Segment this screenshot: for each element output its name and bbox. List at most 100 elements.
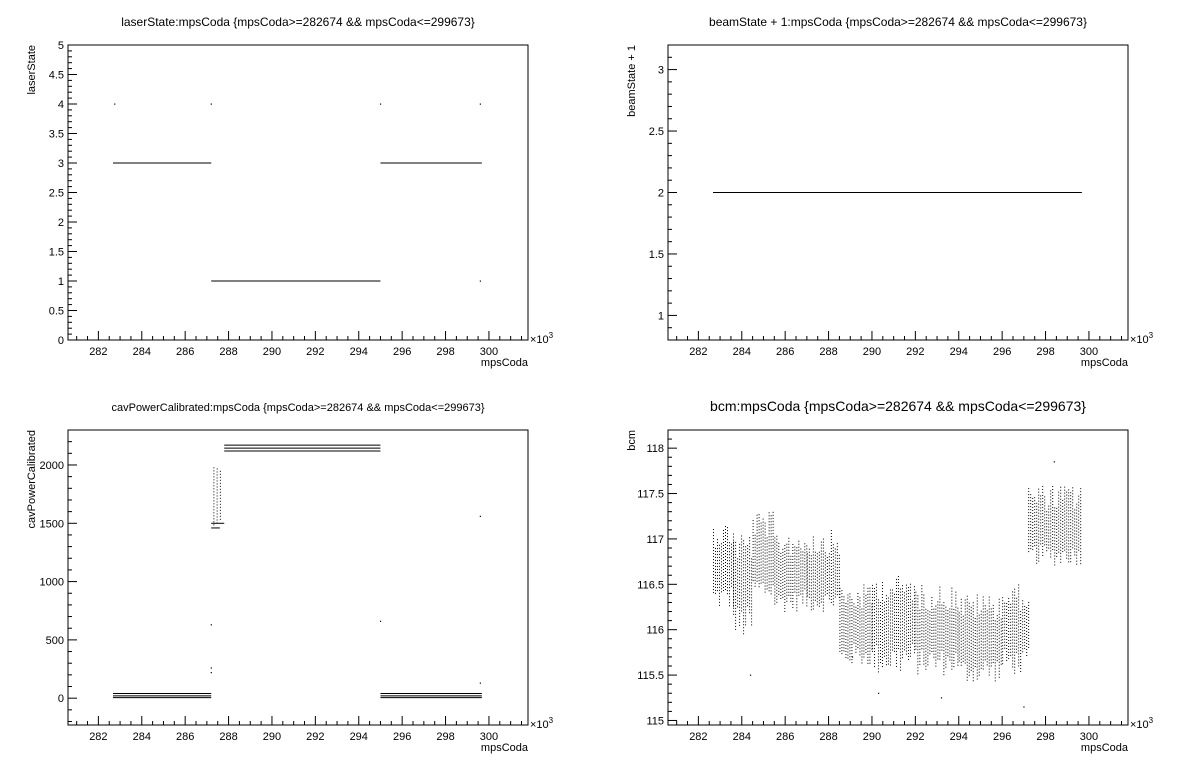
data-point (818, 605, 820, 607)
data-point (810, 597, 812, 599)
data-point (1066, 491, 1068, 493)
data-point (1070, 525, 1072, 527)
data-point (865, 612, 867, 614)
data-point (1050, 553, 1052, 555)
data-point (1068, 525, 1070, 527)
data-point (1070, 543, 1072, 545)
data-point (883, 622, 885, 624)
data-point (1076, 539, 1078, 541)
data-point (945, 615, 947, 617)
data-point (845, 629, 847, 631)
data-point (935, 626, 937, 628)
data-point (762, 539, 764, 541)
data-point (895, 578, 897, 580)
data-point (917, 670, 919, 672)
data-point (923, 633, 925, 635)
data-point (758, 526, 760, 528)
data-point (1046, 550, 1048, 552)
data-point (976, 678, 978, 680)
data-point (951, 650, 953, 652)
data-point (935, 611, 937, 613)
data-point (810, 585, 812, 587)
data-point (725, 580, 727, 582)
data-point (1000, 624, 1002, 626)
data-point (1028, 628, 1030, 630)
data-point (962, 627, 964, 629)
data-point (1052, 534, 1054, 536)
data-point (1002, 627, 1004, 629)
data-point (1050, 532, 1052, 534)
data-point (978, 644, 980, 646)
data-point (1072, 502, 1074, 504)
data-point (812, 581, 814, 583)
data-point (762, 578, 764, 580)
data-point (885, 634, 887, 636)
data-point (806, 584, 808, 586)
data-point (841, 653, 843, 655)
data-point (735, 610, 737, 612)
data-point (766, 567, 768, 569)
data-point (941, 637, 943, 639)
data-point (893, 641, 895, 643)
data-point (796, 553, 798, 555)
data-point (818, 590, 820, 592)
data-point (751, 615, 753, 617)
data-point (820, 550, 822, 552)
data-point (1010, 654, 1012, 656)
data-point (923, 627, 925, 629)
data-point (816, 598, 818, 600)
data-point (905, 653, 907, 655)
data-point (1028, 631, 1030, 633)
data-point (749, 606, 751, 608)
data-point (990, 623, 992, 625)
data-point (782, 596, 784, 598)
x-tick-label: 298 (1036, 346, 1054, 358)
data-point (968, 662, 970, 664)
data-point (935, 635, 937, 637)
data-point (1066, 518, 1068, 520)
data-point (849, 626, 851, 628)
data-point (841, 599, 843, 601)
x-multiplier-exp: 3 (549, 331, 554, 340)
data-point (782, 593, 784, 595)
data-point (843, 650, 845, 652)
data-point (719, 565, 721, 567)
data-point (213, 476, 215, 478)
data-point (873, 651, 875, 653)
data-point (743, 621, 745, 623)
data-point (992, 634, 994, 636)
data-point (788, 564, 790, 566)
data-point (1022, 621, 1024, 623)
data-point (818, 602, 820, 604)
data-point (798, 552, 800, 554)
data-point (857, 614, 859, 616)
data-point (863, 617, 865, 619)
data-point (1018, 623, 1020, 625)
data-point (778, 575, 780, 577)
data-point (955, 633, 957, 635)
data-point (962, 651, 964, 653)
data-point (883, 652, 885, 654)
data-point (1042, 545, 1044, 547)
data-point (889, 631, 891, 633)
data-point (921, 624, 923, 626)
data-point (863, 608, 865, 610)
data-point (713, 571, 715, 573)
data-point (792, 594, 794, 596)
data-point (1006, 626, 1008, 628)
data-point (972, 614, 974, 616)
data-point (925, 644, 927, 646)
data-point (885, 610, 887, 612)
data-point (741, 604, 743, 606)
data-point (881, 630, 883, 632)
data-point (893, 617, 895, 619)
data-point (966, 658, 968, 660)
data-point (855, 627, 857, 629)
data-point (743, 549, 745, 551)
data-point (968, 608, 970, 610)
data-point (745, 555, 747, 557)
data-point (213, 515, 215, 517)
data-point (970, 666, 972, 668)
x-tick-label: 282 (89, 346, 107, 358)
data-point (949, 626, 951, 628)
